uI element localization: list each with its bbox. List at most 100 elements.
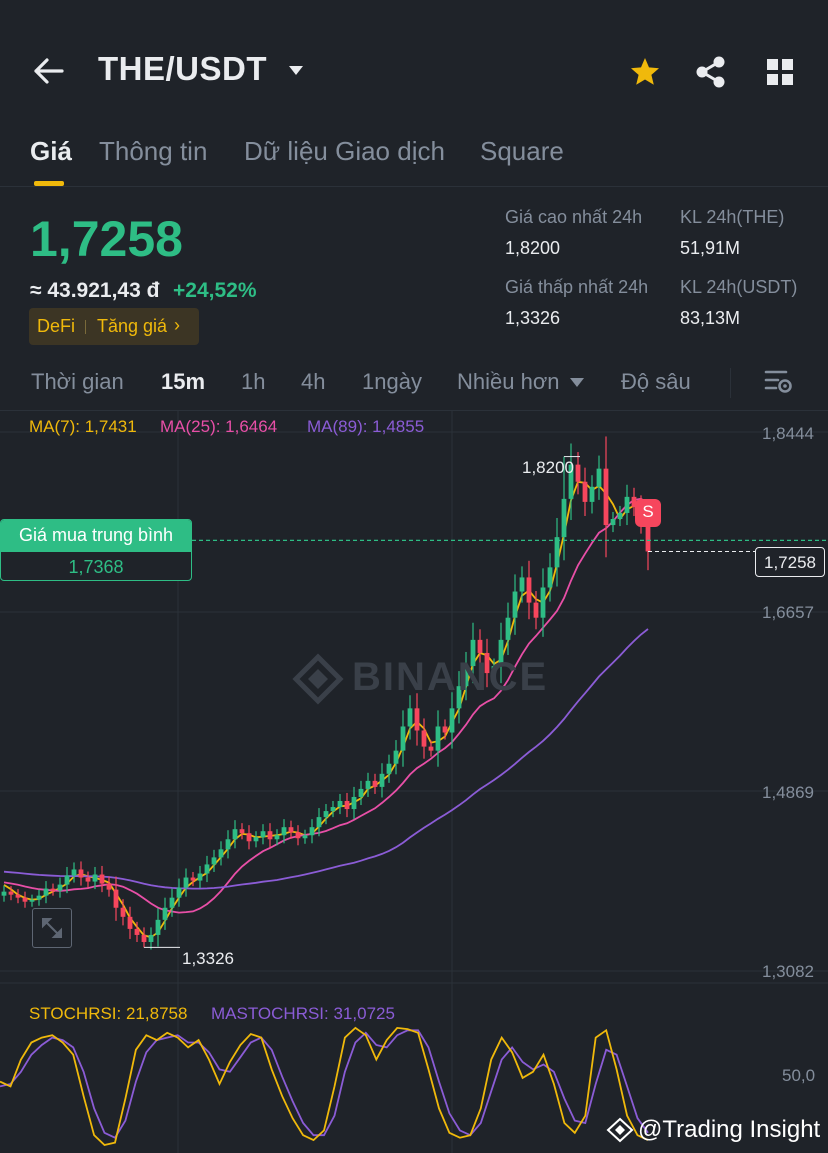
- candle-body: [554, 537, 560, 568]
- tab-square[interactable]: Square: [480, 136, 564, 166]
- candle-body: [232, 829, 238, 840]
- current-price-box[interactable]: 1,7258: [755, 547, 825, 577]
- candle-body: [561, 498, 567, 538]
- candle-body: [491, 666, 497, 674]
- candle-body: [519, 577, 525, 592]
- tag-defi[interactable]: DeFi: [37, 316, 76, 336]
- candle-body: [477, 639, 483, 653]
- candle-body: [596, 468, 602, 487]
- candle-body: [78, 869, 84, 878]
- candle-body: [442, 726, 448, 733]
- caret-down-icon[interactable]: [569, 377, 585, 388]
- candle-body: [246, 833, 252, 842]
- candle-body: [372, 780, 378, 787]
- candle-body: [204, 864, 210, 874]
- chart-settings-icon[interactable]: [764, 368, 794, 396]
- candle-body: [64, 875, 70, 885]
- candle-body: [505, 617, 511, 640]
- average-buy-price-box[interactable]: Giá mua trung bình 1,7368: [0, 519, 192, 581]
- candle-body: [575, 464, 581, 482]
- candle-body: [197, 873, 203, 881]
- candle-body: [351, 796, 357, 810]
- candle-body: [85, 877, 91, 882]
- vol-base-value: 51,91M: [680, 238, 741, 258]
- candle-body: [50, 888, 56, 891]
- stochrsi-line: [0, 1026, 649, 1146]
- candle-body: [624, 496, 630, 513]
- candle-body: [155, 919, 161, 935]
- binance-watermark: BINANCE: [352, 655, 549, 699]
- tag-separator: [85, 320, 86, 334]
- mastochrsi-line: [0, 1029, 649, 1139]
- fullscreen-button[interactable]: [32, 908, 72, 948]
- candle-body: [120, 907, 126, 917]
- candle-body: [288, 827, 294, 833]
- candle-body: [456, 686, 462, 709]
- caret-down-icon[interactable]: [288, 65, 304, 77]
- candle-body: [344, 800, 350, 810]
- candle-body: [617, 512, 623, 520]
- average-buy-value: 1,7368: [68, 557, 124, 577]
- candle-body: [148, 934, 154, 942]
- tf-depth[interactable]: Độ sâu: [621, 369, 691, 394]
- y-axis-tick: 1,6657: [762, 603, 814, 622]
- candlestick-chart[interactable]: [0, 410, 828, 1153]
- candle-body: [323, 811, 329, 818]
- candle-body: [15, 894, 21, 898]
- ma89-legend: MA(89): 1,4855: [307, 417, 425, 436]
- y-axis-tick: 1,3082: [762, 962, 814, 981]
- candle-body: [106, 883, 112, 890]
- mastochrsi-legend: MASTOCHRSI: 31,0725: [211, 1004, 395, 1023]
- candle-body: [218, 849, 224, 858]
- sell-signal-badge[interactable]: S: [635, 499, 661, 527]
- tf-1day[interactable]: 1ngày: [362, 369, 422, 394]
- candle-body: [407, 708, 413, 727]
- candle-body: [393, 750, 399, 764]
- tf-separator: [730, 368, 731, 398]
- last-price: 1,7258: [30, 211, 183, 267]
- y-axis-tick: 1,8444: [762, 424, 814, 443]
- chart-top-divider: [0, 410, 828, 411]
- candle-body: [36, 895, 42, 900]
- tag-gainers[interactable]: Tăng giá: [97, 316, 168, 336]
- tab-trading-data[interactable]: Dữ liệu Giao dịch: [244, 136, 445, 166]
- tf-4h[interactable]: 4h: [301, 369, 326, 394]
- y-axis-tick: 1,4869: [762, 783, 814, 802]
- price-change: +24,52%: [173, 279, 257, 302]
- candle-body: [176, 887, 182, 898]
- tf-1h[interactable]: 1h: [241, 369, 266, 394]
- low-price-marker: 1,3326: [182, 949, 234, 968]
- candle-body: [134, 928, 140, 935]
- vol-base-label: KL 24h(THE): [680, 207, 785, 227]
- candle-body: [239, 829, 245, 834]
- grid-menu-icon[interactable]: [766, 58, 794, 86]
- candle-body: [295, 832, 301, 839]
- candle-body: [400, 726, 406, 751]
- tf-time[interactable]: Thời gian: [31, 369, 124, 394]
- candle-body: [421, 730, 427, 747]
- star-icon[interactable]: [629, 56, 661, 88]
- candle-body: [337, 800, 343, 808]
- candle-body: [498, 639, 504, 667]
- candle-body: [99, 874, 105, 884]
- tf-15m[interactable]: 15m: [161, 369, 206, 394]
- tf-more[interactable]: Nhiều hơn: [457, 369, 560, 394]
- tag-chip[interactable]: [29, 308, 199, 345]
- pair-title[interactable]: THE/USDT: [98, 50, 267, 87]
- candle-body: [8, 891, 14, 895]
- vol-quote-label: KL 24h(USDT): [680, 277, 798, 297]
- back-arrow-icon[interactable]: [32, 56, 64, 86]
- candle-body: [316, 817, 322, 828]
- candle-body: [631, 496, 637, 507]
- candle-body: [358, 788, 364, 797]
- share-icon[interactable]: [695, 55, 727, 89]
- candle-body: [645, 522, 651, 552]
- candle-body: [484, 652, 490, 674]
- tab-price[interactable]: Giá: [30, 136, 72, 166]
- candle-body: [127, 916, 133, 929]
- candle-body: [547, 567, 553, 588]
- chevron-right-icon: ›: [174, 315, 180, 335]
- candle-body: [92, 874, 98, 882]
- low-24h-label: Giá thấp nhất 24h: [505, 277, 649, 297]
- tab-info[interactable]: Thông tin: [99, 136, 208, 166]
